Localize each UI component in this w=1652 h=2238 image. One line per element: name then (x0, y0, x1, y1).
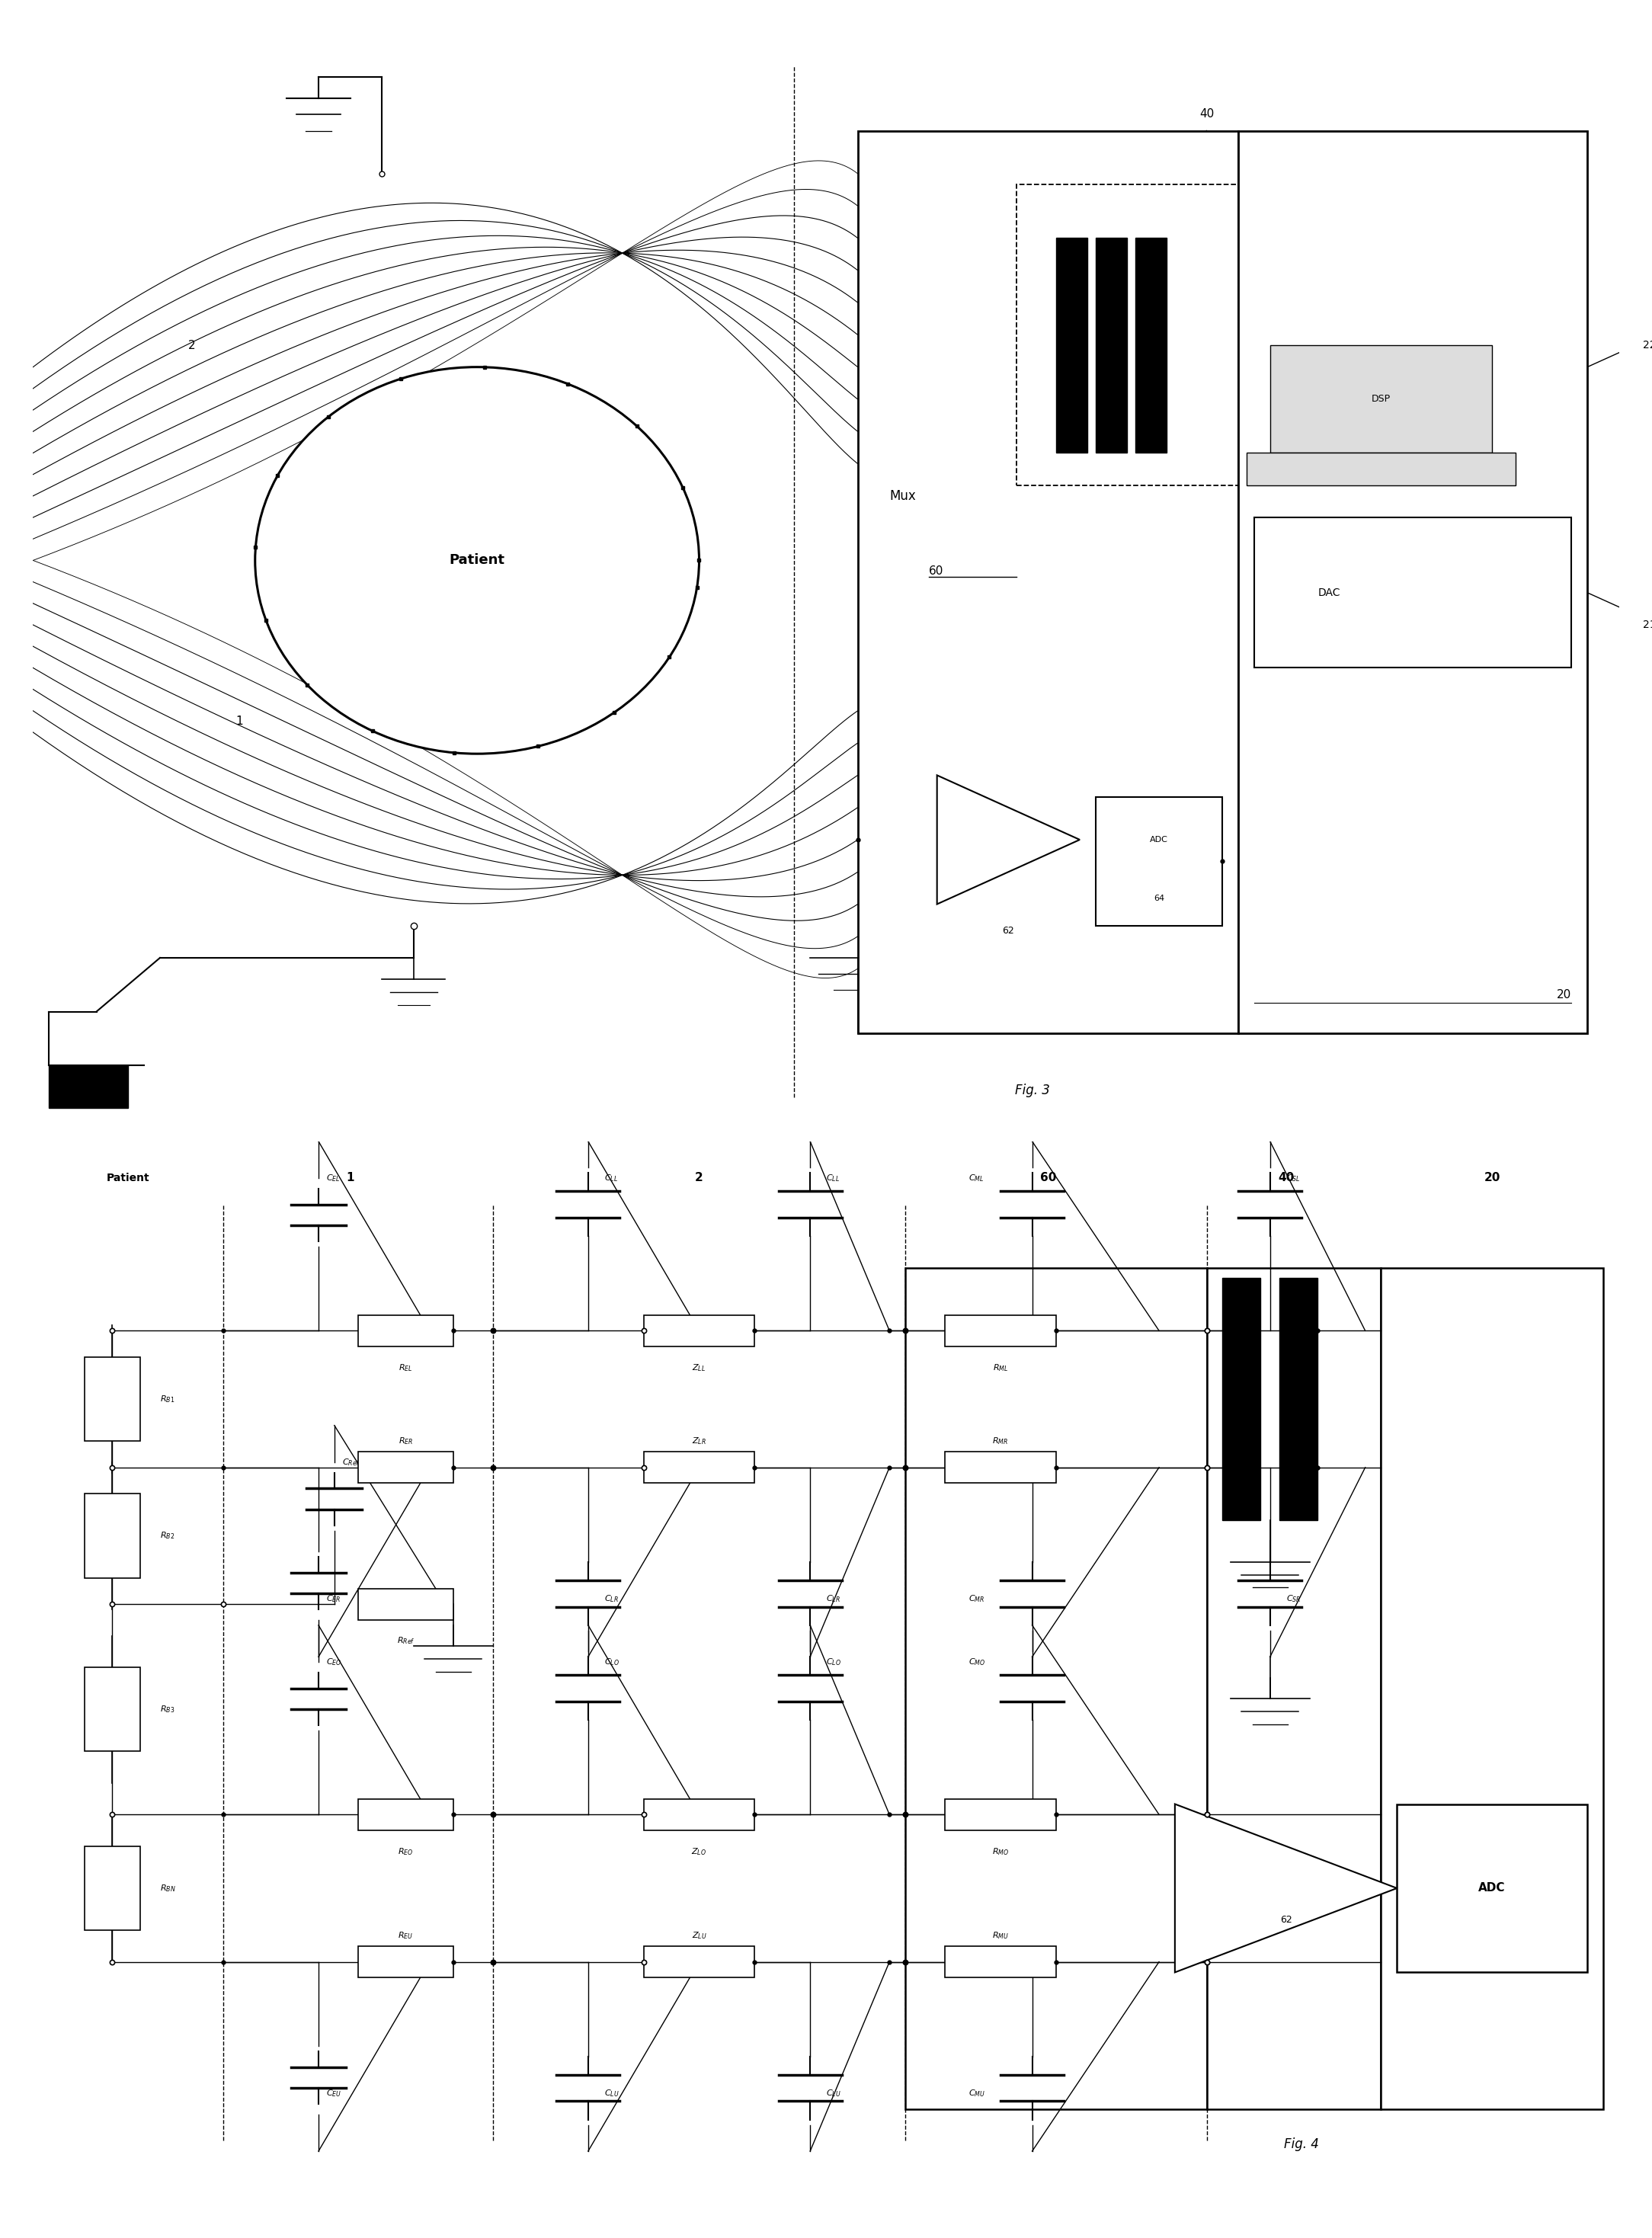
Text: $C_{LR}$: $C_{LR}$ (826, 1593, 841, 1605)
Bar (358, 1316, 453, 1347)
Bar (50, 1065, 129, 1108)
Text: $C_{Ref}$: $C_{Ref}$ (342, 1457, 360, 1468)
Text: $Z_{LR}$: $Z_{LR}$ (692, 1437, 707, 1446)
Text: $C_{EL}$: $C_{EL}$ (327, 1173, 340, 1184)
Text: $R_{EL}$: $R_{EL}$ (398, 1363, 413, 1372)
Text: 20: 20 (1483, 1173, 1500, 1184)
Text: $R_{B2}$: $R_{B2}$ (160, 1531, 175, 1542)
Text: 2: 2 (188, 340, 195, 351)
Bar (945, 1947, 1056, 1978)
Bar (84, 1493, 140, 1578)
Text: $C_{EO}$: $C_{EO}$ (327, 1656, 342, 1667)
Text: $R_{ER}$: $R_{ER}$ (398, 1437, 413, 1446)
Text: 60: 60 (928, 566, 943, 577)
Text: /m: /m (1047, 598, 1062, 609)
Text: $R_{EU}$: $R_{EU}$ (398, 1931, 413, 1940)
Text: 40: 40 (1199, 107, 1214, 121)
Text: $C_{MO}$: $C_{MO}$ (968, 1656, 986, 1667)
Text: Mux: Mux (889, 490, 915, 504)
Bar (905, 1267, 1206, 2108)
Text: 1: 1 (236, 716, 243, 727)
Text: $C_{ML}$: $C_{ML}$ (968, 1173, 985, 1184)
Text: ADC: ADC (1150, 835, 1168, 844)
Text: 22: 22 (1642, 340, 1652, 351)
Bar (1270, 345, 1492, 452)
Text: 60: 60 (1039, 1173, 1056, 1184)
Bar (84, 1846, 140, 1929)
Text: DSP: DSP (1371, 394, 1391, 405)
Text: Patient: Patient (107, 1173, 150, 1184)
Bar (1095, 797, 1222, 927)
Text: 62: 62 (1003, 927, 1014, 935)
Bar (644, 1316, 755, 1347)
Text: $C_{SR}$: $C_{SR}$ (1285, 1593, 1300, 1605)
Text: $R_{Ref}$: $R_{Ref}$ (396, 1636, 415, 1647)
Text: $R_{ML}$: $R_{ML}$ (993, 1363, 1008, 1372)
Bar (1222, 1278, 1260, 1520)
Text: $R_{MU}$: $R_{MU}$ (993, 1931, 1009, 1940)
Text: Patient: Patient (449, 553, 506, 566)
Bar (1135, 237, 1166, 452)
Polygon shape (1175, 1804, 1398, 1972)
Text: 2: 2 (695, 1173, 704, 1184)
Bar (84, 1356, 140, 1441)
Text: $C_{LU}$: $C_{LU}$ (605, 2088, 620, 2099)
Text: 20: 20 (1556, 989, 1571, 1000)
Bar (358, 1452, 453, 1484)
Bar (1280, 1278, 1318, 1520)
Text: $R_{MO}$: $R_{MO}$ (991, 1846, 1009, 1858)
Text: Fig. 3: Fig. 3 (1014, 1083, 1049, 1097)
Text: $C_{MU}$: $C_{MU}$ (968, 2088, 986, 2099)
Ellipse shape (254, 367, 699, 754)
Bar (1056, 237, 1087, 452)
Bar (1254, 517, 1571, 667)
Bar (358, 1589, 453, 1620)
Text: $C_{MR}$: $C_{MR}$ (968, 1593, 985, 1605)
Text: $C_{EU}$: $C_{EU}$ (327, 2088, 342, 2099)
Bar (1381, 1267, 1602, 2108)
Polygon shape (937, 774, 1080, 904)
Text: $R_{EO}$: $R_{EO}$ (398, 1846, 413, 1858)
Bar (1398, 1804, 1588, 1972)
Text: $R_{B3}$: $R_{B3}$ (160, 1703, 175, 1714)
Bar (644, 1452, 755, 1484)
Text: 64: 64 (1153, 895, 1165, 902)
Text: 62: 62 (1280, 1916, 1292, 1925)
Text: Fig. 4: Fig. 4 (1284, 2137, 1320, 2151)
Text: $R_{B1}$: $R_{B1}$ (160, 1394, 175, 1403)
Text: $C_{LL}$: $C_{LL}$ (605, 1173, 618, 1184)
Text: $Z_{LL}$: $Z_{LL}$ (692, 1363, 705, 1372)
Bar (644, 1947, 755, 1978)
Text: $Z_{LO}$: $Z_{LO}$ (692, 1846, 707, 1858)
Bar (84, 1667, 140, 1752)
Bar (945, 1452, 1056, 1484)
Text: $C_{ER}$: $C_{ER}$ (327, 1593, 342, 1605)
Bar (358, 1947, 453, 1978)
Text: 40: 40 (1277, 1173, 1294, 1184)
Text: DAC: DAC (1318, 586, 1340, 598)
Text: ADC: ADC (1479, 1882, 1505, 1893)
Bar (1016, 184, 1239, 486)
Bar (1206, 1267, 1381, 2108)
Bar (1095, 237, 1127, 452)
Bar (1246, 452, 1517, 486)
Text: $C_{LR}$: $C_{LR}$ (605, 1593, 618, 1605)
Text: $C_{LO}$: $C_{LO}$ (826, 1656, 841, 1667)
Text: 21: 21 (1642, 620, 1652, 631)
Text: 1: 1 (347, 1173, 354, 1184)
Bar (857, 130, 1239, 1034)
Text: $C_{SL}$: $C_{SL}$ (1285, 1173, 1300, 1184)
Bar (945, 1799, 1056, 1831)
Text: $R_{MR}$: $R_{MR}$ (993, 1437, 1008, 1446)
Bar (358, 1799, 453, 1831)
Bar (644, 1799, 755, 1831)
Text: $Z_{LU}$: $Z_{LU}$ (692, 1931, 707, 1940)
Text: $C_{LL}$: $C_{LL}$ (826, 1173, 839, 1184)
Text: $R_{BN}$: $R_{BN}$ (160, 1882, 175, 1893)
Text: $C_{LU}$: $C_{LU}$ (826, 2088, 841, 2099)
Bar (945, 1316, 1056, 1347)
Text: $C_{LO}$: $C_{LO}$ (605, 1656, 620, 1667)
Bar (1239, 130, 1588, 1034)
